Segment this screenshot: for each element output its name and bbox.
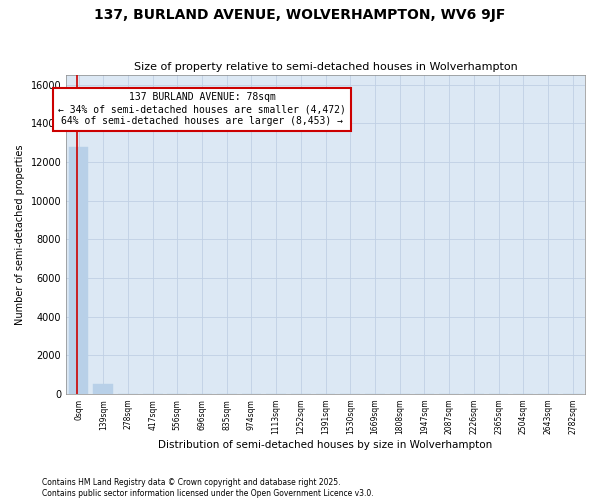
Bar [94,384,113,394]
X-axis label: Distribution of semi-detached houses by size in Wolverhampton: Distribution of semi-detached houses by … [158,440,493,450]
Text: Contains HM Land Registry data © Crown copyright and database right 2025.
Contai: Contains HM Land Registry data © Crown c… [42,478,374,498]
Title: Size of property relative to semi-detached houses in Wolverhampton: Size of property relative to semi-detach… [134,62,517,72]
Bar [68,146,88,394]
Text: 137, BURLAND AVENUE, WOLVERHAMPTON, WV6 9JF: 137, BURLAND AVENUE, WOLVERHAMPTON, WV6 … [94,8,506,22]
Text: 137 BURLAND AVENUE: 78sqm
← 34% of semi-detached houses are smaller (4,472)
64% : 137 BURLAND AVENUE: 78sqm ← 34% of semi-… [58,92,346,126]
Y-axis label: Number of semi-detached properties: Number of semi-detached properties [15,144,25,325]
